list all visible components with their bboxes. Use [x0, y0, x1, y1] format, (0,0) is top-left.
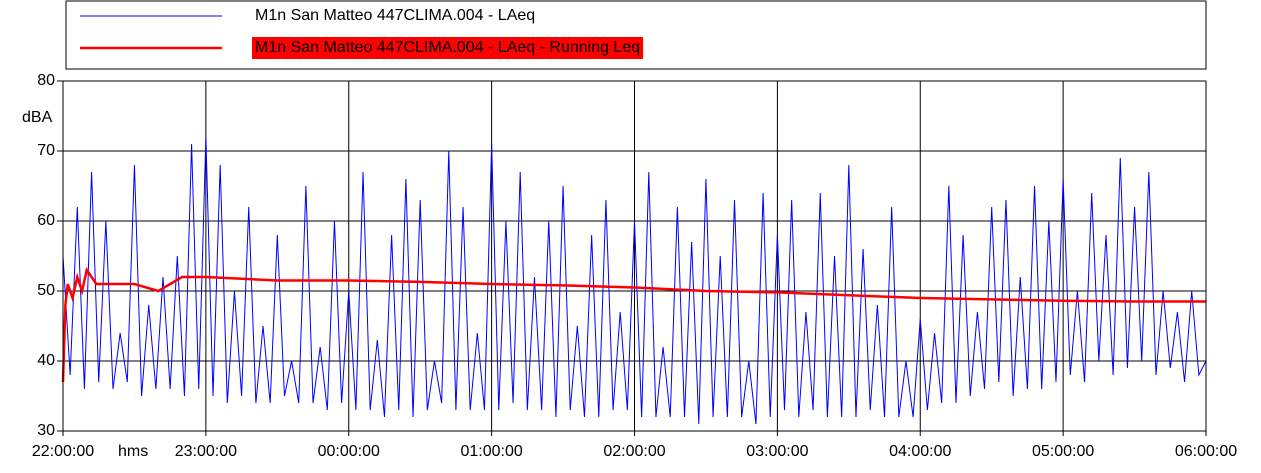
y-tick-label: 80	[37, 72, 55, 89]
legend-highlight	[252, 37, 644, 59]
x-tick-label: 23:00:00	[175, 443, 237, 460]
y-tick-label: 70	[37, 142, 55, 159]
x-tick-label: 06:00:00	[1175, 443, 1237, 460]
series-line	[62, 136, 1207, 425]
plot-frame	[62, 80, 1207, 432]
y-tick-label: 40	[37, 352, 55, 369]
y-axis-label: dBA	[22, 109, 53, 126]
y-tick-label: 50	[37, 282, 55, 299]
legend-label: M1n San Matteo 447CLIMA.004 - LAeq - Run…	[255, 39, 640, 56]
x-tick-label: 03:00:00	[746, 443, 808, 460]
y-tick-label: 30	[37, 422, 55, 439]
series-line	[61, 266, 1206, 383]
x-tick-label: 04:00:00	[889, 443, 951, 460]
x-tick-label: 05:00:00	[1032, 443, 1094, 460]
x-tick-label: 22:00:00	[32, 443, 94, 460]
x-tick-label: 02:00:00	[603, 443, 665, 460]
legend-label: M1n San Matteo 447CLIMA.004 - LAeq	[255, 7, 535, 24]
x-tick-label: 00:00:00	[318, 443, 380, 460]
x-axis-label: hms	[118, 443, 148, 460]
x-tick-label: 01:00:00	[460, 443, 522, 460]
y-tick-label: 60	[37, 212, 55, 229]
